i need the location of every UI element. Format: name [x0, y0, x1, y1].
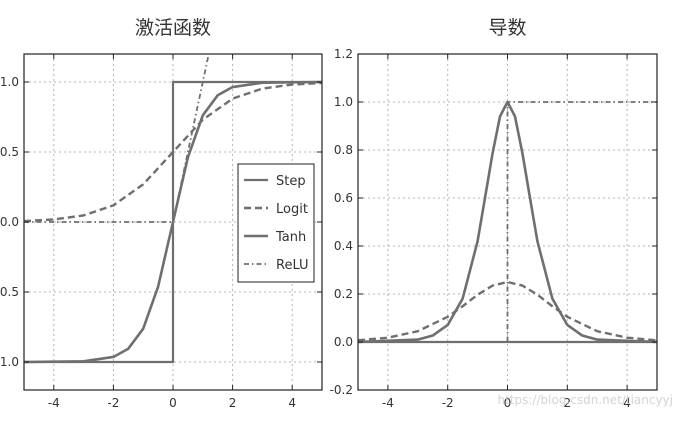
legend-label-tanh: Tanh — [275, 230, 306, 245]
y-tick-label: 1.0 — [334, 95, 353, 109]
x-tick-label: 4 — [623, 396, 631, 410]
y-tick-label: 0.4 — [334, 239, 353, 253]
y-tick-label: -1.0 — [0, 355, 19, 369]
series-logit — [358, 280, 657, 342]
y-tick-label: 0.5 — [0, 145, 19, 159]
x-tick-label: 2 — [229, 396, 237, 410]
y-tick-label: 0.8 — [334, 143, 353, 157]
y-tick-label: 0.0 — [0, 215, 19, 229]
x-tick-label: 0 — [504, 396, 512, 410]
x-tick-label: -2 — [442, 396, 454, 410]
series-tanh — [24, 80, 322, 364]
x-tick-label: -4 — [48, 396, 60, 410]
x-tick-label: 2 — [563, 396, 571, 410]
series-relu — [358, 101, 657, 343]
chart-panel-1: -4 -2 0 2 4 -1.0 -0.5 0.0 0.5 1.0 激活函数 Step Logit Tan… — [0, 17, 323, 410]
y-tick-label: -0.2 — [330, 383, 353, 397]
series-group — [358, 100, 657, 344]
y-tick-label: -0.5 — [0, 285, 19, 299]
y-tick-label: 1.0 — [0, 75, 19, 89]
chart-title: 导数 — [488, 17, 526, 39]
legend: Step Logit Tanh ReLU — [237, 163, 315, 283]
legend-label-relu: ReLU — [276, 258, 309, 273]
x-tick-label: 4 — [288, 396, 296, 410]
legend-box — [237, 163, 315, 283]
x-tick-label: -2 — [107, 396, 119, 410]
series-logit — [24, 81, 322, 223]
x-tick-label: -4 — [382, 396, 394, 410]
legend-label-logit: Logit — [276, 202, 308, 217]
chart-title: 激活函数 — [135, 17, 211, 39]
y-tick-label: 0.2 — [334, 287, 353, 301]
series-group — [24, 54, 322, 364]
y-tick-label: 0.6 — [334, 191, 353, 205]
y-tick-label: 1.2 — [334, 47, 353, 61]
series-relu — [24, 54, 210, 223]
x-tick-label: 0 — [169, 396, 177, 410]
watermark: https://blog.csdn.net/tiancyyj — [497, 393, 674, 407]
legend-label-step: Step — [276, 174, 306, 189]
chart-panel-2: -4 -2 0 2 4 -0.2 0.0 0.2 0.4 0.6 0.8 1.0 1.2 导数 — [330, 17, 658, 410]
y-tick-label: 0.0 — [334, 335, 353, 349]
